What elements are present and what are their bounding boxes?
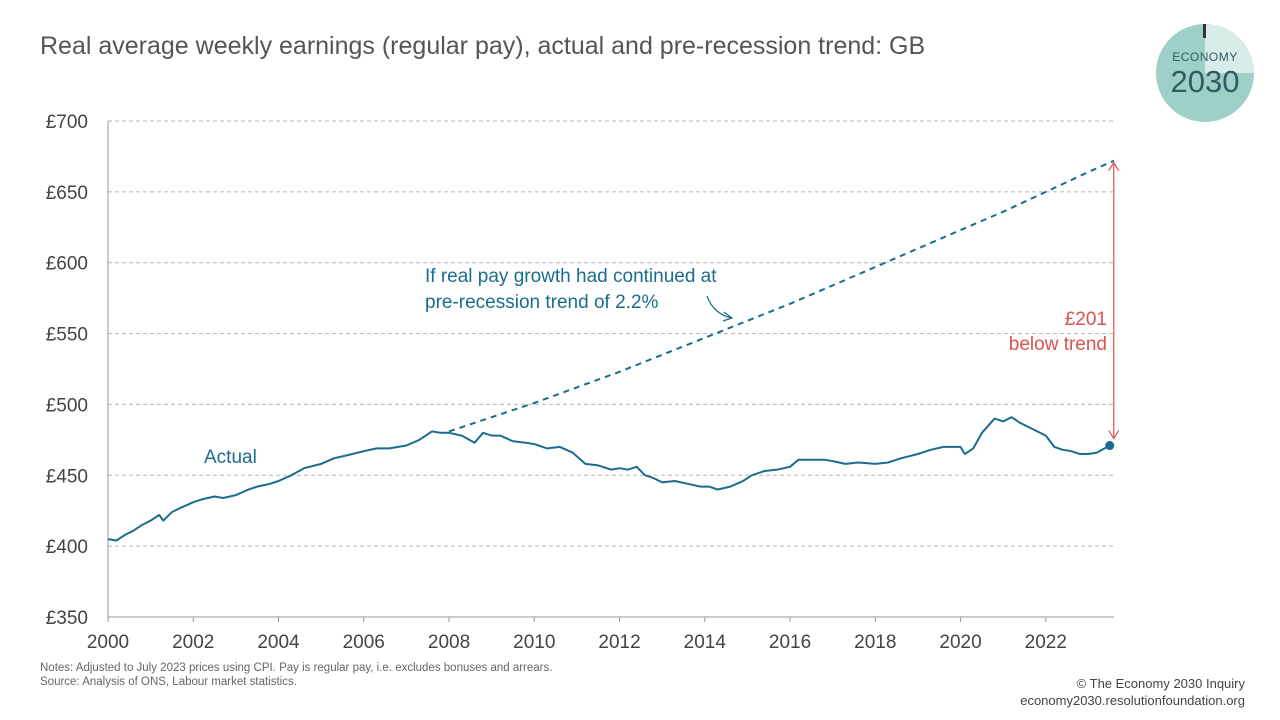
x-tick-label: 2008 [428, 632, 470, 653]
y-tick-label: £400 [46, 537, 88, 558]
y-tick-label: £700 [46, 112, 88, 133]
logo-tick [1203, 24, 1206, 38]
x-tick-label: 2002 [172, 632, 214, 653]
x-axis-ticks: 2000 2002 2004 2006 2008 2010 2012 2014 2016 2018… [87, 617, 1067, 653]
y-tick-label: £350 [46, 608, 88, 629]
gap-annotation [1108, 161, 1120, 440]
gridlines [107, 120, 1114, 618]
series-trend-line [448, 159, 1115, 433]
gap-text-label: below trend [1009, 334, 1107, 355]
x-tick-label: 2010 [513, 632, 555, 653]
series-group [107, 159, 1115, 542]
series-actual-line [107, 416, 1111, 542]
source-line: Source: Analysis of ONS, Labour market s… [40, 676, 297, 688]
credit: © The Economy 2030 Inquiry economy2030.r… [1020, 675, 1245, 709]
y-axis-ticks: £350 £400 £450 £500 £550 £600 £650 £700 [46, 112, 88, 629]
trend-pointer-arrow [706, 295, 733, 319]
notes: Notes: Adjusted to July 2023 prices usin… [40, 661, 552, 689]
trend-label-line1: If real pay growth had continued at [425, 266, 717, 287]
y-tick-label: £650 [46, 183, 88, 204]
x-tick-label: 2022 [1025, 632, 1067, 653]
credit-line1: © The Economy 2030 Inquiry [1076, 676, 1245, 691]
y-tick-label: £600 [46, 254, 88, 275]
gap-value-label: £201 [1065, 309, 1107, 330]
y-tick-label: £550 [46, 325, 88, 346]
gap-arrowhead-top [1108, 161, 1120, 171]
x-tick-label: 2016 [769, 632, 811, 653]
x-tick-label: 2004 [257, 632, 300, 653]
trend-pointer-arrowhead [722, 311, 734, 322]
logo-line2: 2030 [1170, 64, 1240, 99]
x-tick-label: 2018 [854, 632, 896, 653]
economy-2030-logo: ECONOMY 2030 [1156, 24, 1254, 122]
actual-label: Actual [204, 447, 257, 468]
logo-line1: ECONOMY [1172, 50, 1238, 64]
credit-url: economy2030.resolutionfoundation.org [1020, 693, 1245, 708]
actual-endpoint-marker [1105, 441, 1115, 451]
y-tick-label: £450 [46, 466, 88, 487]
x-tick-label: 2020 [939, 632, 981, 653]
x-tick-label: 2014 [684, 632, 727, 653]
notes-line1: Notes: Adjusted to July 2023 prices usin… [40, 662, 553, 674]
chart-title: Real average weekly earnings (regular pa… [40, 32, 926, 60]
y-tick-label: £500 [46, 395, 88, 416]
x-tick-label: 2012 [598, 632, 640, 653]
trend-label-line2: pre-recession trend of 2.2% [425, 292, 659, 313]
x-tick-label: 2006 [343, 632, 385, 653]
gap-arrowhead-bottom [1108, 430, 1120, 440]
x-tick-label: 2000 [87, 632, 129, 653]
